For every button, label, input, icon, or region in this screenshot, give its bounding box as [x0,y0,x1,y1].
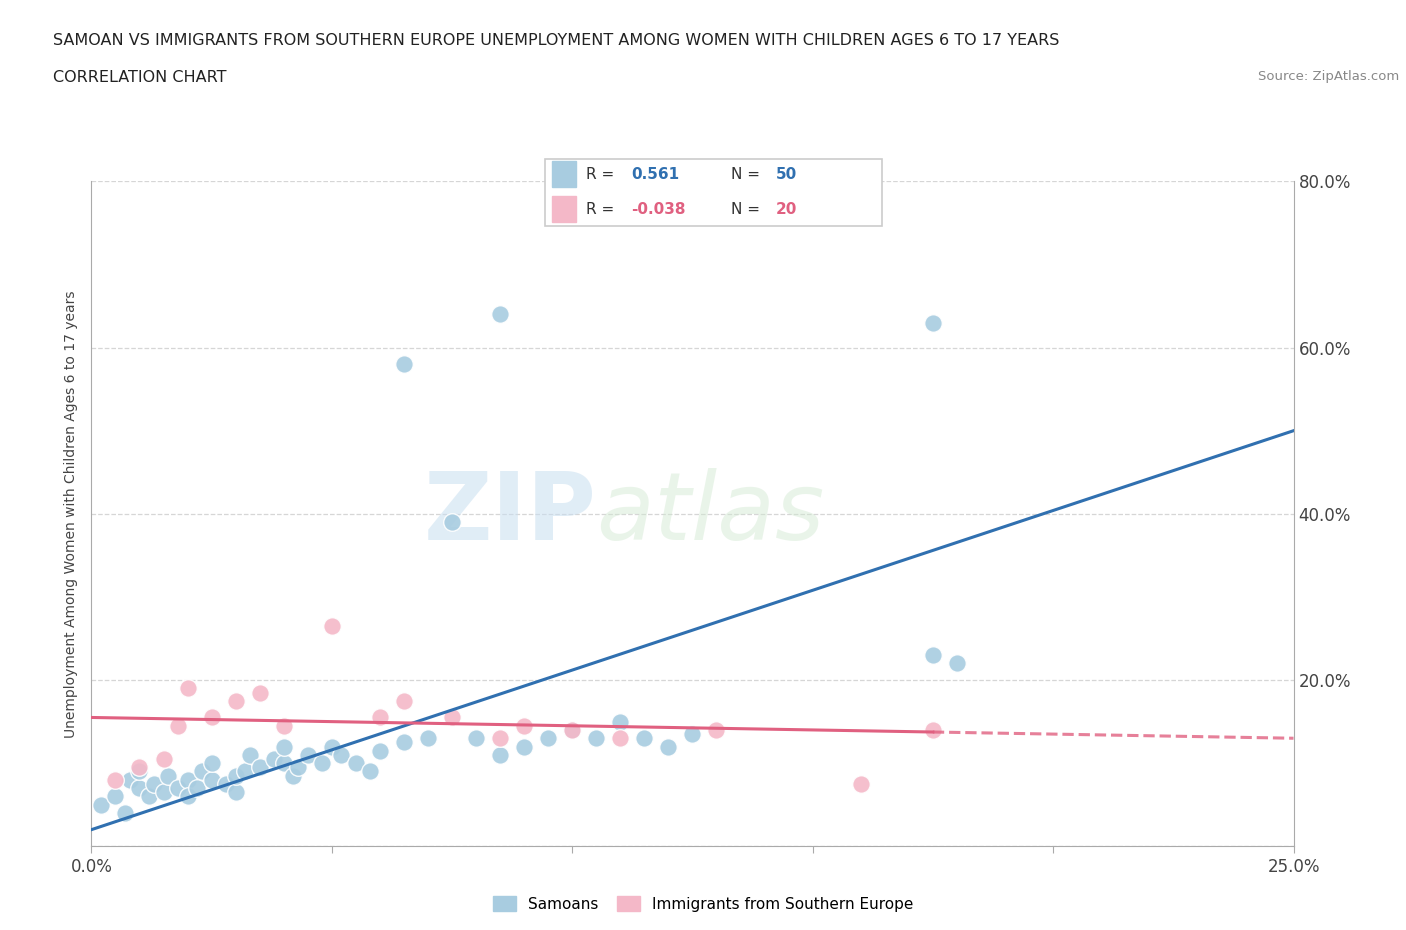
Point [513,739,536,754]
Point [609,731,631,746]
Point [249,760,271,775]
Point [176,772,198,787]
Point [416,731,439,746]
FancyBboxPatch shape [544,160,883,227]
Point [176,789,198,804]
Text: ZIP: ZIP [423,468,596,560]
Point [392,694,415,709]
Bar [551,161,576,188]
Point [201,772,224,787]
Point [273,739,295,754]
Text: atlas: atlas [596,469,824,559]
Point [152,785,174,800]
Point [609,714,631,729]
Point [273,756,295,771]
Point [706,723,728,737]
Text: 50: 50 [776,166,797,181]
Text: -0.038: -0.038 [631,202,685,217]
Point [128,780,150,795]
Point [922,315,945,330]
Text: SAMOAN VS IMMIGRANTS FROM SOUTHERN EUROPE UNEMPLOYMENT AMONG WOMEN WITH CHILDREN: SAMOAN VS IMMIGRANTS FROM SOUTHERN EUROP… [53,33,1060,47]
Point [321,618,343,633]
Point [465,731,488,746]
Point [249,685,271,700]
Point [681,726,703,741]
Text: CORRELATION CHART: CORRELATION CHART [53,70,226,85]
Text: N =: N = [731,202,765,217]
Point [225,694,247,709]
Point [142,777,165,791]
Point [344,756,367,771]
Text: R =: R = [586,166,619,181]
Text: R =: R = [586,202,619,217]
Point [263,751,285,766]
Legend: Samoans, Immigrants from Southern Europe: Samoans, Immigrants from Southern Europe [486,889,920,918]
Point [922,723,945,737]
Point [489,731,512,746]
Point [215,777,238,791]
Point [273,718,295,733]
Point [283,768,305,783]
Point [537,731,560,746]
Point [561,723,583,737]
Point [561,723,583,737]
Point [311,756,333,771]
Point [489,307,512,322]
Point [440,514,463,529]
Point [128,764,150,779]
Point [186,780,208,795]
Point [225,785,247,800]
Point [167,780,190,795]
Point [233,764,256,779]
Point [201,756,224,771]
Point [152,751,174,766]
Point [657,739,679,754]
Point [297,748,319,763]
Point [201,710,224,724]
Point [585,731,607,746]
Point [191,764,214,779]
Point [128,760,150,775]
Point [922,647,945,662]
Text: 0.561: 0.561 [631,166,679,181]
Point [392,357,415,372]
Point [118,772,141,787]
Point [90,797,112,812]
Bar [551,196,576,222]
Point [239,748,262,763]
Point [104,789,127,804]
Text: Source: ZipAtlas.com: Source: ZipAtlas.com [1258,70,1399,83]
Point [287,760,309,775]
Point [225,768,247,783]
Point [138,789,160,804]
Point [330,748,353,763]
Point [513,718,536,733]
Text: N =: N = [731,166,765,181]
Point [489,748,512,763]
Point [368,743,391,758]
Point [392,735,415,750]
Point [368,710,391,724]
Point [440,710,463,724]
Text: 20: 20 [776,202,797,217]
Point [849,777,872,791]
Point [114,805,136,820]
Point [104,772,127,787]
Y-axis label: Unemployment Among Women with Children Ages 6 to 17 years: Unemployment Among Women with Children A… [65,290,79,737]
Point [157,768,180,783]
Point [946,656,969,671]
Point [321,739,343,754]
Point [359,764,381,779]
Point [176,681,198,696]
Point [633,731,655,746]
Point [167,718,190,733]
